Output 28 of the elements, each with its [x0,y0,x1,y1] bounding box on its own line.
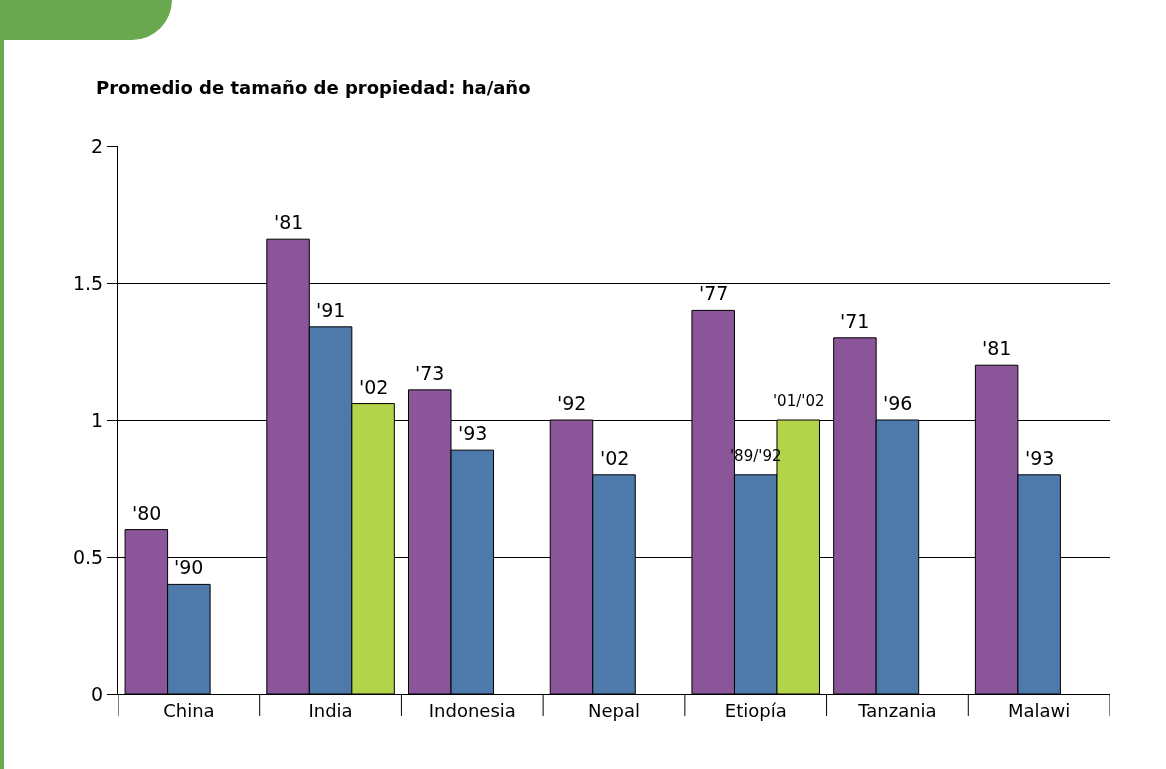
annotation: '80 [132,502,162,524]
annotation: '93 [458,422,488,444]
y-tick-label: 1.5 [72,271,104,294]
annotation: '92 [557,392,587,414]
annotation: '71 [840,310,870,332]
x-tick-label: Tanzania [857,699,937,721]
x-tick-label: Malawi [1007,699,1071,721]
annotation: '91 [316,299,346,321]
annotation: '02 [359,376,389,398]
chart-title: Promedio de tamaño de propiedad: ha/año [96,77,531,99]
x-tick-label: Etiopía [724,699,787,721]
annotation: '77 [699,282,729,304]
annotation: '93 [1025,447,1055,469]
annotation: '02 [600,447,630,469]
annotation: '81 [274,211,304,233]
annotation: '01/'02 [773,392,825,410]
x-tick-label: Indonesia [428,699,516,721]
annotation: '81 [982,337,1012,359]
annotation: '96 [883,392,913,414]
x-tick-label: India [308,699,353,721]
y-tick-label: 0 [91,682,104,705]
y-tick-label: 2 [91,134,104,157]
x-tick-label: Nepal [588,699,640,721]
x-tick-label: China [163,699,215,721]
y-tick-label: 0.5 [72,545,104,568]
annotation: '73 [415,362,445,384]
y-tick-label: 1 [91,408,104,431]
annotation: '90 [174,556,204,578]
